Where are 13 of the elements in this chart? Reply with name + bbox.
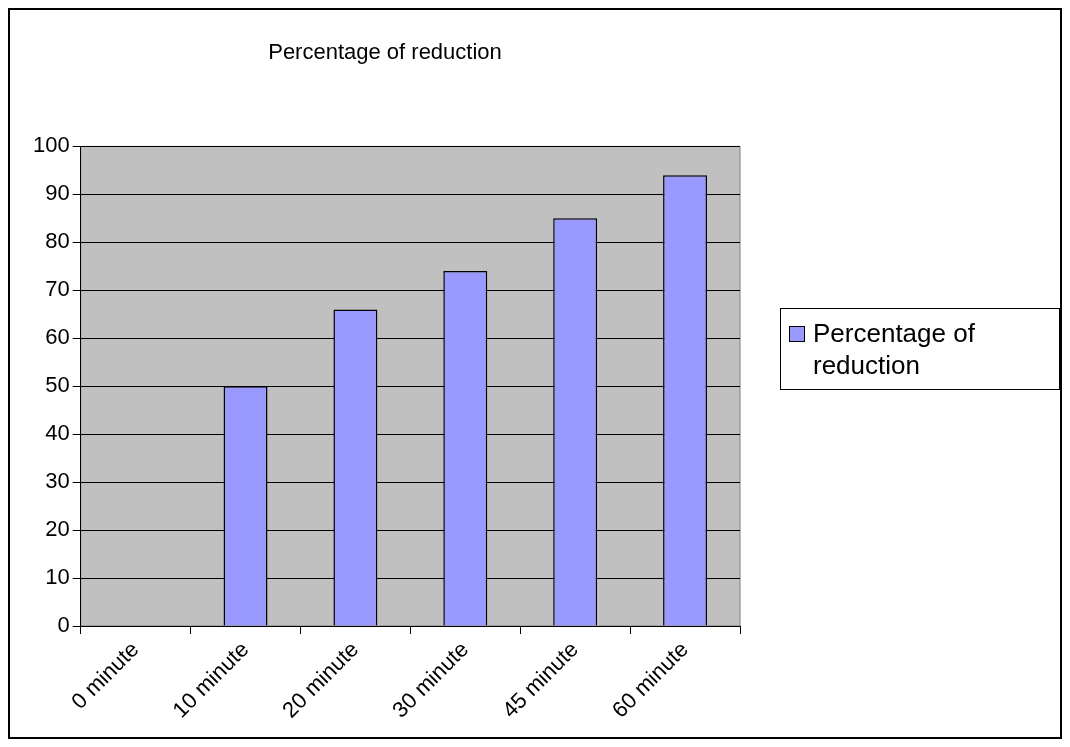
y-tick-label: 50 [45, 372, 70, 398]
y-tick-label: 80 [45, 228, 70, 254]
y-tick-label: 30 [45, 468, 70, 494]
y-tick-label: 20 [45, 516, 70, 542]
y-tick-label: 70 [45, 276, 70, 302]
y-tick-label: 100 [32, 132, 70, 158]
legend-label: Percentage of reduction [813, 317, 976, 381]
y-tick-label: 10 [45, 564, 70, 590]
y-tick-label: 90 [45, 180, 70, 206]
y-tick-label: 40 [45, 420, 70, 446]
y-tick-label: 60 [45, 324, 70, 350]
y-tick-label: 0 [57, 612, 70, 638]
chart-title: Percentage of reduction [268, 39, 502, 65]
